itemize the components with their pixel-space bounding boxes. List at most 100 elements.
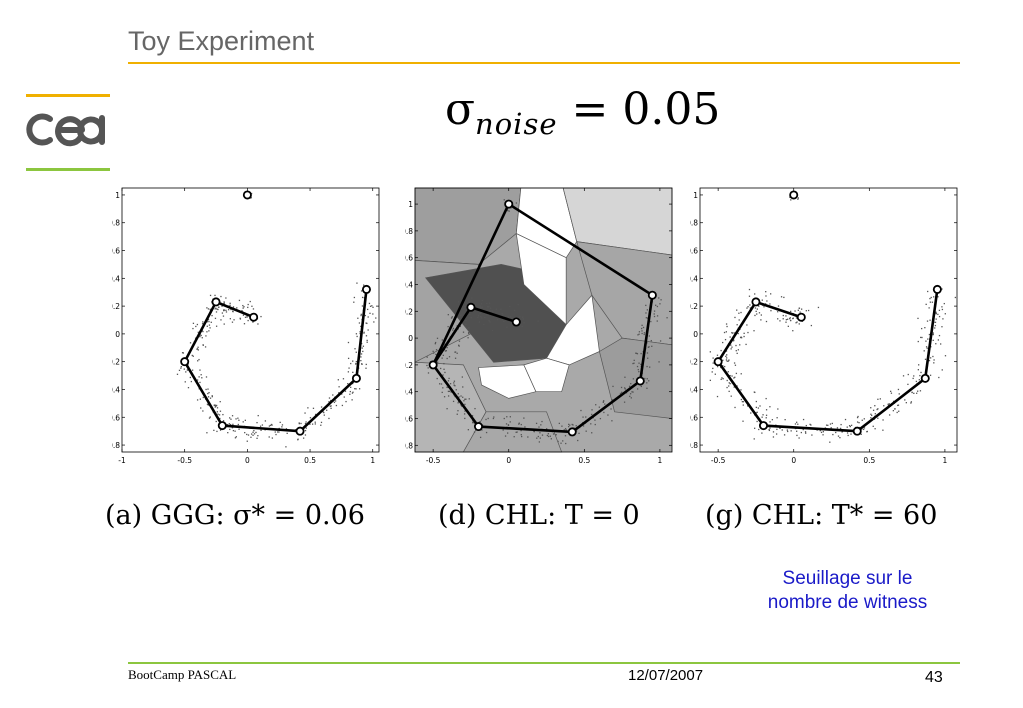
sample-point: [829, 441, 831, 443]
graph-node: [635, 376, 645, 386]
sample-point: [279, 421, 281, 424]
sample-point: [937, 339, 940, 341]
sample-point: [520, 423, 522, 426]
y-tick-label: 0.4: [690, 274, 698, 283]
sample-point: [372, 313, 374, 315]
sample-point: [760, 314, 762, 316]
sample-point: [591, 432, 593, 434]
graph-node: [428, 360, 438, 370]
title-rule: [128, 62, 960, 64]
threshold-note: Seuillage sur le nombre de witness: [735, 567, 960, 615]
sample-point: [444, 350, 447, 352]
sample-point: [202, 396, 204, 399]
sample-point: [732, 340, 735, 342]
x-tick-label: -0.5: [426, 456, 441, 465]
sample-point: [776, 428, 778, 431]
sample-point: [539, 432, 541, 434]
sample-point: [264, 420, 267, 422]
sample-point: [350, 362, 352, 365]
sample-point: [619, 392, 622, 395]
sample-point: [631, 391, 633, 393]
sample-point: [800, 308, 803, 310]
sample-point: [941, 326, 943, 328]
sample-point: [435, 353, 437, 356]
sample-point: [183, 368, 185, 370]
sample-point: [215, 420, 217, 423]
sample-point: [882, 429, 884, 431]
sample-point: [747, 306, 749, 308]
sample-point: [802, 418, 805, 421]
sample-point: [934, 324, 937, 327]
formula-subscript: noise: [475, 107, 558, 141]
sample-point: [246, 316, 248, 318]
sample-point: [594, 419, 596, 421]
y-tick-label: 0.8: [690, 219, 698, 228]
sample-point: [359, 331, 361, 333]
sample-point: [320, 424, 322, 426]
sample-point: [795, 421, 798, 423]
sample-point: [839, 427, 842, 430]
sample-point: [738, 319, 740, 321]
sample-point: [355, 360, 358, 363]
sample-point: [197, 349, 199, 351]
sample-point: [485, 313, 487, 316]
sample-point: [434, 343, 436, 345]
sample-point: [468, 398, 470, 400]
sample-point: [541, 434, 544, 436]
sample-point: [942, 318, 944, 320]
sample-point: [192, 355, 194, 357]
sample-point: [471, 297, 473, 299]
sample-point: [520, 434, 522, 436]
sample-point: [447, 380, 450, 382]
sample-point: [365, 363, 367, 366]
sample-point: [720, 349, 722, 352]
sample-point: [866, 430, 868, 433]
sample-point: [215, 404, 218, 407]
sample-point: [341, 393, 343, 395]
sample-point: [187, 386, 190, 389]
sample-point: [760, 319, 762, 321]
sample-point: [799, 311, 801, 313]
sample-point: [440, 367, 442, 370]
sample-point: [753, 330, 755, 332]
sample-point: [201, 377, 203, 379]
sample-point: [473, 431, 476, 433]
sample-point: [894, 408, 896, 410]
sample-point: [477, 316, 479, 319]
sample-point: [611, 399, 613, 401]
sample-point: [638, 362, 640, 364]
sample-point: [902, 375, 905, 377]
sample-point: [333, 401, 336, 404]
sample-point: [503, 417, 505, 420]
sample-point: [754, 307, 757, 309]
graph-edge: [355, 289, 368, 379]
sample-point: [464, 305, 466, 308]
sample-point: [355, 351, 357, 353]
sample-point: [522, 318, 524, 320]
x-tick-label: 0: [791, 456, 796, 465]
sample-point: [562, 440, 564, 442]
sample-point: [490, 310, 492, 312]
sample-point: [277, 431, 279, 433]
x-tick-label: -1: [118, 456, 126, 465]
sample-point: [921, 327, 923, 330]
sample-point: [536, 437, 538, 439]
voronoi-region: [523, 357, 570, 393]
sample-point: [629, 395, 631, 398]
sample-point: [447, 390, 450, 393]
sample-point: [205, 335, 207, 337]
sample-point: [837, 435, 840, 437]
sample-point: [372, 306, 374, 309]
sample-point: [728, 359, 730, 361]
sample-point: [740, 398, 743, 401]
sample-point: [765, 417, 767, 419]
sample-point: [604, 403, 606, 405]
sample-point: [196, 348, 198, 350]
sample-point: [261, 424, 264, 426]
sample-point: [253, 433, 256, 435]
sample-point: [230, 308, 232, 311]
sample-point: [450, 317, 453, 319]
sample-point: [460, 404, 462, 406]
sample-point: [709, 351, 711, 353]
sample-point: [235, 436, 237, 438]
